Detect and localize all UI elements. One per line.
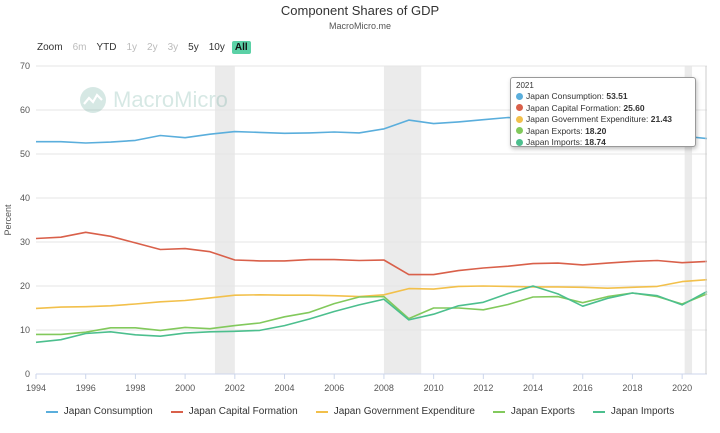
x-tick-label: 2002	[225, 383, 245, 393]
macromicro-logo-icon	[80, 87, 106, 113]
series-dot-icon	[516, 104, 523, 111]
y-tick-label: 0	[25, 369, 30, 379]
zoom-label: Zoom	[37, 41, 63, 53]
x-tick-label: 2000	[175, 383, 195, 393]
y-tick-label: 20	[20, 281, 30, 291]
series-lines	[35, 116, 708, 344]
zoom-6m-button[interactable]: 6m	[72, 41, 87, 53]
x-tick-label: 1998	[125, 383, 145, 393]
x-tick-label: 1994	[26, 383, 46, 393]
tooltip-series-value: 18.20	[585, 125, 607, 136]
x-tick-label: 2004	[275, 383, 295, 393]
y-tick-label: 40	[20, 193, 30, 203]
chart-title: Component Shares of GDP	[280, 3, 440, 18]
zoom-all-button[interactable]: All	[231, 40, 251, 54]
series-line	[35, 231, 708, 276]
zoom-3y-button[interactable]: 3y	[167, 41, 179, 53]
legend-line-icon	[170, 410, 183, 413]
y-axis-label: Percent	[3, 204, 13, 236]
legend-label: Japan Imports	[610, 406, 675, 417]
tooltip-year: 2021	[516, 81, 534, 90]
tooltip-row: Japan Consumption: 53.51	[516, 91, 690, 103]
tooltip: 2021 Japan Consumption: 53.51 Japan Capi…	[510, 77, 696, 147]
series-line	[35, 285, 708, 344]
tooltip-series-name: Japan Imports	[526, 137, 580, 147]
legend-label: Japan Exports	[510, 406, 575, 417]
tooltip-series-value: 18.74	[584, 137, 606, 147]
tooltip-series-value: 21.43	[650, 114, 673, 124]
series-line	[35, 278, 708, 310]
axes: 0 10 20 30 40 50 60 70 1994 1996 1998 2000 2002 2004 2…	[3, 61, 707, 393]
watermark: MacroMicro	[79, 86, 228, 114]
x-tick-label: 2012	[473, 383, 493, 393]
legend-line-icon	[492, 410, 505, 413]
recession-band	[684, 66, 693, 374]
x-tick-label: 2016	[573, 383, 593, 393]
tooltip-row: Japan Imports: 18.74	[516, 137, 690, 149]
series-dot-icon	[516, 115, 523, 123]
tooltip-series-name: Japan Consumption	[526, 91, 602, 101]
legend-label: Japan Consumption	[63, 406, 153, 417]
x-tick-label: 2018	[622, 383, 642, 393]
series-dot-icon	[516, 138, 523, 146]
x-tick-label: 2008	[374, 383, 394, 393]
y-tick-label: 50	[20, 149, 30, 159]
zoom-10y-button[interactable]: 10y	[208, 41, 225, 53]
tooltip-series-name: Japan Government Expenditure	[526, 114, 647, 124]
series-line	[36, 292, 708, 336]
legend-item-government-expenditure[interactable]: Japan Government Expenditure	[315, 406, 475, 417]
zoom-1y-button[interactable]: 1y	[126, 41, 138, 53]
legend-item-consumption[interactable]: Japan Consumption	[45, 406, 153, 417]
tooltip-series-value: 53.51	[606, 91, 628, 101]
tooltip-series-name: Japan Exports	[526, 125, 581, 136]
zoom-ytd-button[interactable]: YTD	[96, 41, 117, 53]
y-tick-label: 60	[20, 105, 30, 115]
tooltip-series-name: Japan Capital Formation	[526, 102, 619, 113]
x-tick-label: 2014	[523, 383, 543, 393]
x-tick-label: 2020	[672, 383, 692, 393]
tooltip-row: Japan Exports: 18.20	[516, 126, 690, 138]
tooltip-series-value: 25.60	[623, 102, 645, 113]
series-dot-icon	[516, 127, 523, 134]
zoom-5y-button[interactable]: 5y	[188, 41, 199, 53]
chart-subtitle: MacroMicro.me	[328, 21, 391, 31]
legend-item-imports[interactable]: Japan Imports	[592, 406, 675, 417]
y-tick-label: 70	[20, 61, 30, 71]
legend-label: Japan Capital Formation	[188, 406, 298, 417]
legend-item-capital-formation[interactable]: Japan Capital Formation	[170, 406, 298, 417]
tooltip-row: Japan Government Expenditure: 21.43	[516, 114, 690, 126]
y-tick-label: 30	[20, 237, 30, 247]
legend-line-icon	[315, 410, 328, 413]
x-tick-label: 2010	[424, 383, 444, 393]
x-tick-label: 1996	[76, 383, 96, 393]
legend-line-icon	[45, 410, 58, 413]
zoom-2y-button[interactable]: 2y	[147, 41, 158, 53]
legend-line-icon	[592, 410, 605, 413]
series-dot-icon	[516, 92, 523, 100]
legend-label: Japan Government Expenditure	[333, 406, 475, 417]
watermark-text: MacroMicro	[113, 87, 228, 112]
tooltip-row: Japan Capital Formation: 25.60	[516, 103, 690, 115]
recession-band	[383, 66, 422, 374]
y-tick-label: 10	[20, 325, 30, 335]
legend: Japan Consumption Japan Capital Formatio…	[0, 406, 720, 417]
zoom-bar: Zoom 6m YTD 1y 2y 3y 5y 10y All	[37, 39, 255, 55]
legend-item-exports[interactable]: Japan Exports	[492, 406, 575, 417]
x-tick-label: 2006	[324, 383, 344, 393]
